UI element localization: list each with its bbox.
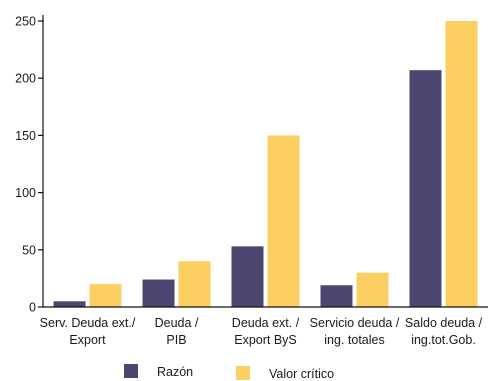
y-tick-label: 0 (29, 301, 36, 315)
y-tick-label: 200 (15, 72, 36, 86)
x-category-label: Export (69, 333, 106, 347)
x-category-label: Serv. Deuda ext./ (40, 316, 136, 330)
legend: Razón Valor crítico (124, 364, 334, 381)
legend-label: Razón (157, 365, 193, 379)
x-category-label: ing.tot.Gob. (411, 333, 476, 347)
bar-valor-critico (178, 261, 211, 307)
y-tick-label: 50 (22, 243, 36, 257)
bar-razon (142, 279, 175, 307)
y-tick-label: 150 (15, 129, 36, 143)
bar-valor-critico (356, 272, 389, 307)
x-category-label: Deuda ext. / (232, 316, 300, 330)
x-category-label: Export ByS (234, 333, 297, 347)
bar-valor-critico (267, 135, 300, 307)
y-ticks-group: 0 50 100 150 200 250 (15, 15, 43, 315)
x-category-label: Saldo deuda / (405, 316, 483, 330)
x-category-label: PIB (166, 333, 186, 347)
bar-razon (409, 70, 442, 307)
y-tick-label: 100 (15, 186, 36, 200)
bar-razon (320, 285, 353, 307)
bar-razon (231, 246, 264, 307)
x-category-label: Servicio deuda / (310, 316, 400, 330)
bar-razon (53, 301, 86, 307)
bars-group (53, 21, 478, 307)
legend-swatch (124, 364, 138, 378)
bar-valor-critico (445, 21, 478, 307)
legend-swatch (236, 366, 250, 380)
x-labels-group: Serv. Deuda ext./ Export Deuda / PIB Deuda e… (40, 316, 483, 347)
bar-valor-critico (89, 284, 122, 307)
y-tick-label: 250 (15, 15, 36, 29)
legend-label: Valor crítico (269, 367, 334, 381)
x-category-label: Deuda / (155, 316, 199, 330)
x-category-label: ing. totales (324, 333, 384, 347)
